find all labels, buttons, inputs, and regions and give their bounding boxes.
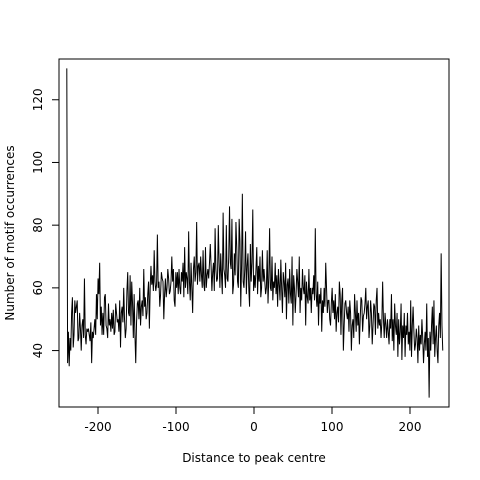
y-tick-label: 60 [31,280,45,295]
x-tick-label: -200 [84,420,111,434]
series-line [66,68,444,398]
x-tick-label: 0 [250,420,258,434]
y-tick-label: 100 [31,151,45,174]
y-tick-label: 80 [31,218,45,233]
y-tick-label: 40 [31,343,45,358]
y-axis: 40 60 80 100 120 [31,88,60,358]
x-axis: -200 -100 0 100 200 [84,406,422,434]
x-tick-label: -100 [162,420,189,434]
x-axis-title: Distance to peak centre [182,451,326,465]
y-axis-title: Number of motif occurrences [3,145,17,320]
y-tick-label: 120 [31,88,45,111]
x-tick-label: 100 [321,420,344,434]
x-tick-label: 200 [399,420,422,434]
series-layer [66,68,444,398]
